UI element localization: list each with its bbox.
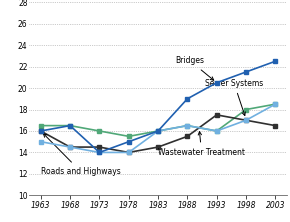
Text: Wastewater Treatment: Wastewater Treatment xyxy=(158,132,245,157)
Text: Roads and Highways: Roads and Highways xyxy=(41,134,120,176)
Text: Bridges: Bridges xyxy=(176,56,214,80)
Text: Sewer Systems: Sewer Systems xyxy=(205,79,263,115)
